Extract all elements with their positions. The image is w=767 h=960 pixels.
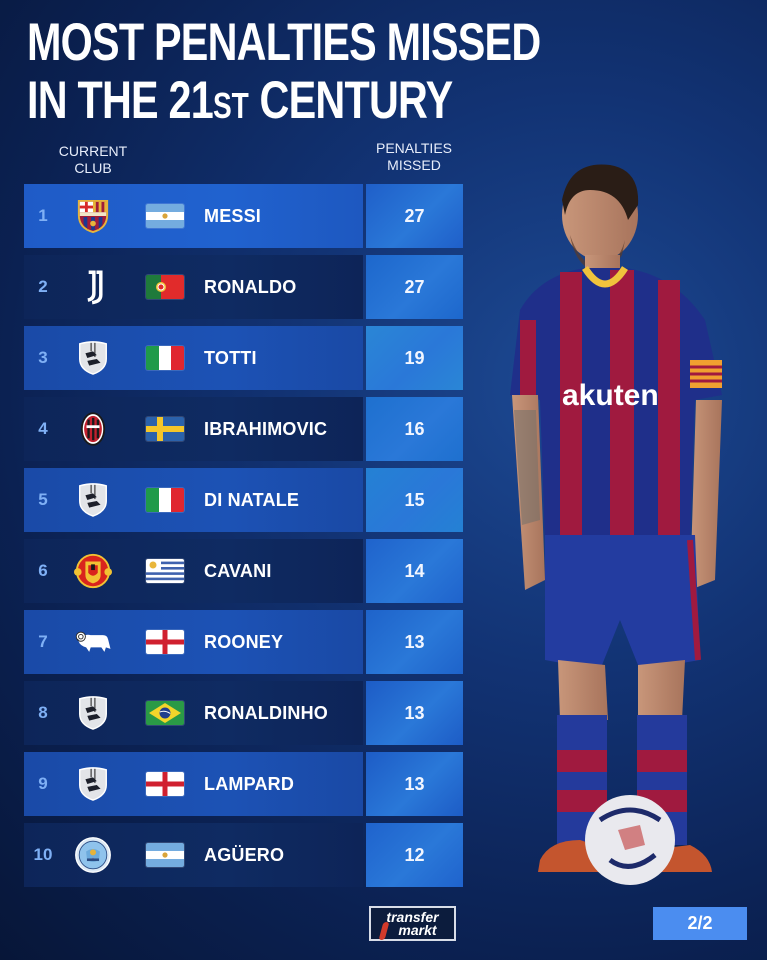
derby-ram-icon — [74, 623, 112, 661]
transfermarkt-logo: transfer markt — [369, 906, 456, 941]
row-band — [24, 397, 363, 462]
flag-argentina-icon — [146, 204, 184, 228]
table-row: 9 LAMPARD 13 — [24, 752, 464, 817]
ac-milan-crest-icon — [74, 410, 112, 448]
flag-uruguay-icon — [146, 559, 184, 584]
man-city-crest-icon — [74, 836, 112, 874]
title-line-2: IN THE 21ST CENTURY — [27, 71, 453, 130]
page-indicator: 2/2 — [653, 907, 747, 940]
player-photo: akuten — [510, 164, 722, 885]
player-name: TOTTI — [204, 347, 257, 368]
rank: 7 — [38, 632, 48, 652]
flag-brazil-icon — [146, 701, 184, 726]
retired-boots-icon — [74, 481, 112, 519]
player-name: AGÜERO — [204, 844, 285, 865]
retired-boots-icon — [74, 339, 112, 377]
column-header-current-club: CURRENT CLUB — [58, 143, 128, 176]
table-row: 8 RONALDINHO 13 — [24, 681, 464, 746]
rank: 4 — [38, 419, 48, 439]
player-name: RONALDO — [204, 276, 297, 297]
flag-italy-icon — [146, 346, 184, 371]
table-row: 4 IBRAHIMOVIC 16 — [24, 397, 464, 462]
player-name: DI NATALE — [204, 489, 300, 510]
table-row: 6 CAVANI 14 — [24, 539, 464, 604]
title-line-1: MOST PENALTIES MISSED — [27, 13, 541, 72]
row-band — [24, 255, 363, 320]
rank: 2 — [38, 277, 48, 297]
penalties-missed-value: 13 — [366, 681, 463, 746]
penalties-missed-value: 27 — [366, 184, 463, 248]
table-row: 7 ROONEY 13 — [24, 610, 464, 675]
juventus-crest-icon — [74, 268, 112, 306]
flag-sweden-icon — [146, 417, 184, 442]
penalties-missed-value: 19 — [366, 326, 463, 391]
rank: 3 — [38, 348, 48, 368]
retired-boots-icon — [74, 765, 112, 803]
penalties-missed-value: 15 — [366, 468, 463, 533]
player-name: MESSI — [204, 205, 262, 226]
flag-argentina-icon — [146, 843, 184, 868]
player-name: RONALDINHO — [204, 702, 328, 723]
penalties-missed-value: 13 — [366, 752, 463, 817]
rank: 9 — [38, 774, 48, 794]
penalties-missed-value: 27 — [366, 255, 463, 320]
rank: 6 — [38, 561, 48, 581]
penalties-missed-value: 13 — [366, 610, 463, 675]
player-name: LAMPARD — [204, 773, 295, 794]
table-row: 2 RONALDO 27 — [24, 255, 464, 320]
flag-england-icon — [146, 630, 184, 655]
table-row: 3 TOTTI 19 — [24, 326, 464, 391]
rank: 10 — [33, 845, 53, 865]
rank: 5 — [38, 490, 48, 510]
rank: 1 — [38, 206, 48, 225]
svg-text:akuten: akuten — [562, 379, 659, 412]
table-row: 5 DI NATALE 15 — [24, 468, 464, 533]
rank: 8 — [38, 703, 48, 723]
flag-england-icon — [146, 772, 184, 797]
flag-italy-icon — [146, 488, 184, 513]
table-row: 1 MESSI 27 — [24, 184, 464, 248]
man-united-crest-icon — [74, 552, 112, 590]
table-row: 10 AGÜERO 12 — [24, 823, 464, 888]
player-name: CAVANI — [204, 560, 272, 581]
player-name: IBRAHIMOVIC — [204, 418, 328, 439]
flag-portugal-icon — [146, 275, 184, 300]
penalties-missed-value: 12 — [366, 823, 463, 888]
penalties-missed-value: 14 — [366, 539, 463, 604]
penalties-missed-value: 16 — [366, 397, 463, 462]
barcelona-crest-icon — [74, 197, 112, 235]
retired-boots-icon — [74, 694, 112, 732]
page-title: MOST PENALTIES MISSED IN THE 21ST CENTUR… — [27, 13, 541, 135]
column-header-penalties-missed: PENALTIES MISSED — [376, 140, 452, 173]
player-name: ROONEY — [204, 631, 284, 652]
